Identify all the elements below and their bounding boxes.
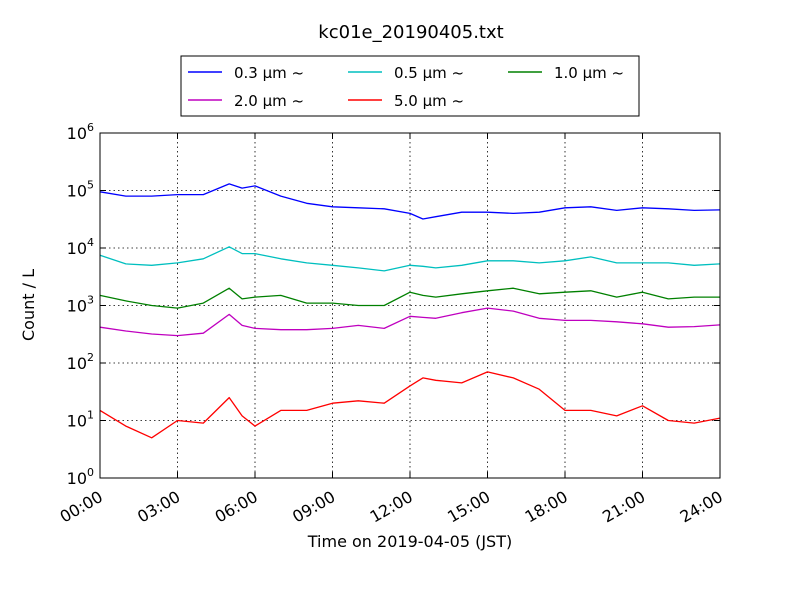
y-tick-labels: 100 101 102 103 104 105 106	[67, 121, 94, 488]
legend-label: 0.3 μm ~	[234, 64, 304, 82]
y-tick-label: 106	[67, 121, 94, 143]
x-tick-label: 06:00	[212, 487, 261, 527]
series-lines	[99, 183, 721, 439]
x-tick-label: 21:00	[599, 487, 648, 527]
x-tick-label: 18:00	[522, 487, 571, 527]
y-tick-label: 104	[67, 236, 94, 258]
legend: 0.3 μm ~ 0.5 μm ~ 1.0 μm ~ 2.0 μm ~ 5.0 μm ~	[180, 55, 640, 117]
x-axis-label: Time on 2019-04-05 (JST)	[307, 532, 512, 551]
x-tick-label: 12:00	[367, 487, 416, 527]
y-tick-label: 105	[67, 179, 94, 201]
grid	[100, 133, 720, 478]
y-tick-label: 100	[67, 466, 94, 488]
legend-label: 2.0 μm ~	[234, 92, 304, 110]
x-tick-label: 15:00	[444, 487, 493, 527]
axis-ticks	[99, 132, 721, 479]
x-tick-label: 24:00	[677, 487, 726, 527]
series-line-3	[99, 307, 721, 337]
series-line-2	[99, 287, 720, 309]
x-tick-label: 03:00	[134, 487, 183, 527]
chart-title: kc01e_20190405.txt	[318, 22, 503, 43]
legend-box	[180, 55, 640, 117]
y-tick-label: 102	[67, 351, 94, 373]
legend-label: 5.0 μm ~	[394, 92, 464, 110]
x-tick-label: 00:00	[57, 487, 106, 527]
y-tick-label: 103	[67, 294, 94, 316]
series-line-0	[99, 183, 721, 220]
x-tick-label: 09:00	[289, 487, 338, 527]
legend-label: 1.0 μm ~	[554, 64, 624, 82]
y-tick-label: 101	[67, 409, 94, 431]
y-axis-label: Count / L	[19, 269, 38, 341]
series-line-4	[99, 371, 721, 439]
series-line-1	[99, 246, 721, 272]
legend-label: 0.5 μm ~	[394, 64, 464, 82]
x-tick-labels: 00:00 03:00 06:00 09:00 12:00 15:00 18:00 21:00…	[57, 487, 726, 527]
